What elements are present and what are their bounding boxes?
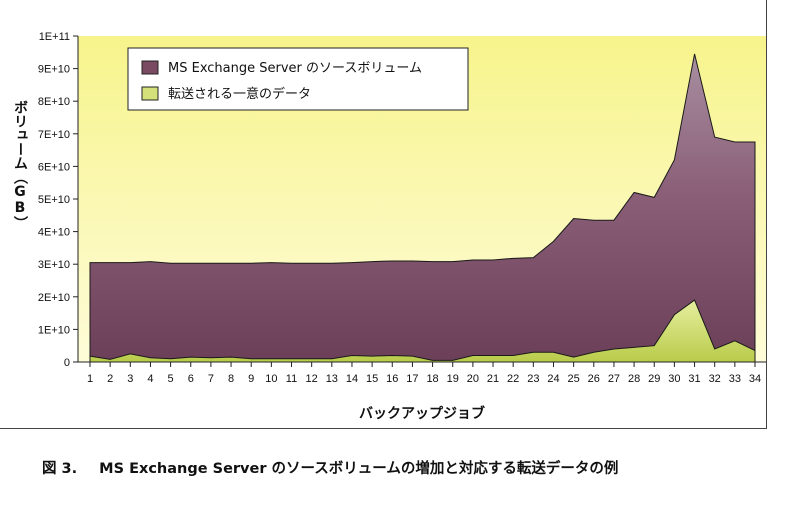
x-tick-label: 33 [729,373,741,385]
x-tick-label: 4 [147,373,153,385]
legend-box [127,47,469,111]
legend-label-1: MS Exchange Server のソースボリューム [168,61,422,76]
x-tick-label: 32 [709,373,721,385]
x-tick-label: 17 [406,373,418,385]
x-tick-label: 29 [648,373,660,385]
legend-label-2: 転送される一意のデータ [168,86,311,102]
legend-swatch-1 [141,60,159,75]
x-tick-label: 30 [668,373,680,385]
chart-area: 0 1E+10 2E+10 3E+10 4E+10 5E+10 6E+10 7E+10 8E+1… [0,0,767,429]
figure-caption: 図 3. MS Exchange Server のソースボリュームの増加と対応する… [42,457,618,478]
series-area-2 [89,299,756,363]
x-tick-label: 1 [87,373,93,385]
x-tick-label: 20 [467,373,479,385]
x-tick-label: 24 [547,373,559,385]
y-tick-label: 1E+11 [39,31,70,43]
x-tick-label: 34 [749,373,761,385]
y-axis-title: ボリューム（GB） [12,100,29,230]
x-tick-label: 31 [688,373,700,385]
x-tick-label: 26 [588,373,600,385]
x-tick-label: 3 [127,373,133,385]
x-axis-title: バックアップジョブ [359,405,485,422]
x-tick-label: 7 [208,373,214,385]
chart-svg: 0 1E+10 2E+10 3E+10 4E+10 5E+10 6E+10 7E+10 8E+1… [12,31,766,422]
x-tick-label: 10 [265,373,277,385]
figure-number: 図 3. [42,461,78,477]
y-tick-label: 4E+10 [38,227,70,239]
figure-caption-text: MS Exchange Server のソースボリュームの増加と対応する転送デー… [99,461,619,477]
x-tick-label: 18 [426,373,438,385]
x-tick-label: 21 [487,373,499,385]
x-tick-label: 9 [248,373,254,385]
x-tick-label: 27 [608,373,620,385]
x-tick-label: 16 [386,373,398,385]
x-tick-label: 28 [628,373,640,385]
y-tick-label: 0 [64,357,70,369]
legend-swatch-2 [141,86,159,101]
x-tick-label: 11 [286,373,297,385]
series-area-1 [89,53,756,363]
x-tick-label: 2 [107,373,113,385]
x-tick-label: 13 [326,373,338,385]
chart-frame-border [0,0,767,429]
x-tick-label: 5 [168,373,174,385]
y-tick-label: 9E+10 [38,64,70,76]
y-tick-label: 7E+10 [38,129,70,141]
y-tick-label: 2E+10 [38,292,70,304]
x-tick-label: 8 [228,373,234,385]
x-tick-label: 12 [306,373,318,385]
x-tick-label: 6 [188,373,194,385]
x-tick-label: 23 [527,373,539,385]
x-tick-label: 22 [507,373,519,385]
x-tick-label: 15 [366,373,378,385]
y-tick-label: 6E+10 [38,161,70,173]
x-tick-label: 14 [346,373,358,385]
y-tick-label: 3E+10 [38,259,70,271]
y-tick-label: 5E+10 [38,194,70,206]
y-tick-label: 8E+10 [38,96,70,108]
x-tick-label: 19 [447,373,459,385]
x-tick-label: 25 [568,373,580,385]
y-tick-label: 1E+10 [38,324,70,336]
